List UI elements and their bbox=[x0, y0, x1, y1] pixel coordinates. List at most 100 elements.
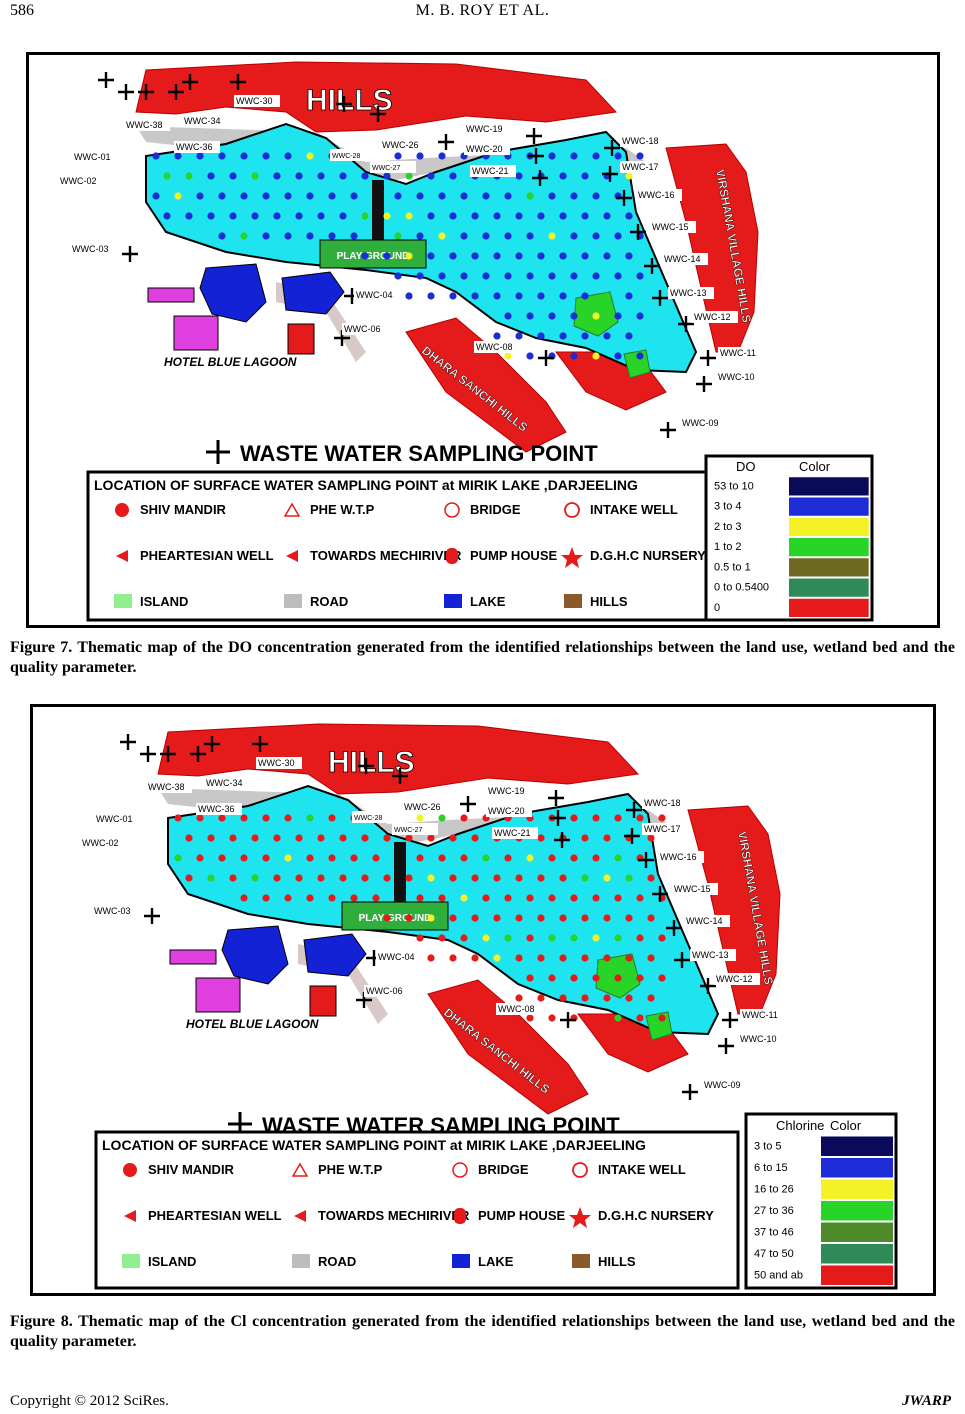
scale-range-label: 0 bbox=[714, 602, 720, 614]
sampling-label-bg bbox=[492, 827, 538, 839]
concentration-dot bbox=[625, 332, 633, 340]
concentration-dot bbox=[383, 834, 391, 842]
concentration-dot bbox=[625, 994, 633, 1002]
sampling-point-label: WWC-27 bbox=[372, 165, 400, 172]
concentration-dot bbox=[559, 954, 567, 962]
legend-item-label: INTAKE WELL bbox=[598, 1162, 686, 1177]
concentration-dot bbox=[581, 874, 589, 882]
scale-range-label: 16 to 26 bbox=[754, 1183, 794, 1195]
sampling-label-bg bbox=[402, 801, 448, 813]
concentration-dot bbox=[328, 814, 336, 822]
concentration-dot bbox=[614, 974, 622, 982]
scale-color-swatch bbox=[789, 517, 869, 536]
concentration-dot bbox=[636, 312, 644, 320]
concentration-dot bbox=[570, 312, 578, 320]
sampling-point-marker bbox=[120, 734, 136, 750]
legend-item-label: ISLAND bbox=[148, 1254, 196, 1269]
legend-item-label: PUMP HOUSE bbox=[470, 548, 557, 563]
sampling-point-marker bbox=[652, 886, 668, 902]
concentration-dot bbox=[636, 272, 644, 280]
concentration-dot bbox=[581, 994, 589, 1002]
concentration-dot bbox=[493, 954, 501, 962]
concentration-dot bbox=[427, 914, 435, 922]
concentration-dot bbox=[515, 332, 523, 340]
concentration-dot bbox=[427, 172, 435, 180]
concentration-dot bbox=[361, 212, 369, 220]
figure-8-map: PLAY GROUND HOTEL BLUE LAGOON HILLS DHARA S… bbox=[30, 704, 936, 1296]
sampling-label-bg bbox=[70, 243, 116, 255]
concentration-dot bbox=[625, 172, 633, 180]
figure-7-map: PLAY GROUND HOTEL BLUE LAGOON HILLS DHARA S… bbox=[26, 52, 940, 628]
play-ground-label: PLAY GROUND bbox=[337, 251, 410, 262]
concentration-dot bbox=[295, 212, 303, 220]
concentration-dot bbox=[416, 192, 424, 200]
concentration-dot bbox=[592, 352, 600, 360]
concentration-dot bbox=[658, 974, 666, 982]
concentration-dot bbox=[471, 954, 479, 962]
legend-item-label: INTAKE WELL bbox=[590, 502, 678, 517]
hotel-annex bbox=[147, 287, 195, 303]
concentration-dot bbox=[262, 192, 270, 200]
concentration-dot bbox=[482, 272, 490, 280]
legend-symbol bbox=[452, 1254, 470, 1268]
sampling-point-label: WWC-12 bbox=[694, 312, 731, 322]
concentration-dot bbox=[537, 252, 545, 260]
sampling-point-marker bbox=[616, 190, 632, 206]
concentration-dot bbox=[581, 212, 589, 220]
concentration-dot bbox=[372, 854, 380, 862]
legend-item-label: PHE W.T.P bbox=[318, 1162, 383, 1177]
sampling-point-marker bbox=[168, 84, 184, 100]
sampling-point-label: WWC-10 bbox=[740, 1034, 777, 1044]
hills-dhara bbox=[427, 979, 589, 1115]
concentration-dot bbox=[306, 232, 314, 240]
legend-symbol bbox=[294, 1210, 306, 1222]
legend-item-label: LAKE bbox=[478, 1254, 514, 1269]
sampling-point-marker bbox=[696, 376, 712, 392]
concentration-dot bbox=[416, 894, 424, 902]
sampling-point-marker bbox=[604, 140, 620, 156]
scale-header-color: Color bbox=[799, 459, 831, 474]
concentration-dot bbox=[581, 332, 589, 340]
figure-7-caption: Figure 7. Thematic map of the DO concent… bbox=[10, 639, 955, 676]
concentration-dot bbox=[570, 272, 578, 280]
sampling-label-bg bbox=[690, 949, 736, 961]
sampling-label-bg bbox=[94, 813, 140, 825]
sampling-label-bg bbox=[662, 253, 708, 265]
sampling-point-label: WWC-08 bbox=[498, 1004, 535, 1014]
concentration-dot bbox=[526, 1014, 534, 1022]
scale-color-swatch bbox=[789, 538, 869, 557]
lake-inlet-east bbox=[281, 271, 345, 315]
sampling-label-bg bbox=[668, 287, 714, 299]
concentration-dot bbox=[625, 292, 633, 300]
legend-symbol bbox=[572, 1162, 588, 1178]
concentration-dot bbox=[405, 834, 413, 842]
concentration-dot bbox=[592, 974, 600, 982]
concentration-dot bbox=[559, 874, 567, 882]
sampling-point-label: WWC-12 bbox=[716, 974, 753, 984]
concentration-dot bbox=[339, 212, 347, 220]
scale-range-label: 2 to 3 bbox=[714, 521, 742, 533]
concentration-dot bbox=[427, 212, 435, 220]
sampling-point-label: WWC-18 bbox=[644, 798, 681, 808]
sampling-point-label: WWC-11 bbox=[742, 1010, 778, 1020]
sampling-label-bg bbox=[72, 151, 118, 163]
concentration-dot bbox=[218, 192, 226, 200]
concentration-dot bbox=[493, 292, 501, 300]
concentration-dot bbox=[625, 212, 633, 220]
concentration-dot bbox=[328, 854, 336, 862]
concentration-dot bbox=[504, 934, 512, 942]
concentration-dot bbox=[218, 814, 226, 822]
concentration-dot bbox=[526, 974, 534, 982]
sampling-point-label: WWC-28 bbox=[332, 153, 360, 160]
legend-symbol bbox=[564, 594, 582, 608]
concentration-dot bbox=[163, 212, 171, 220]
scale-range-label: 3 to 4 bbox=[714, 501, 742, 513]
concentration-dot bbox=[449, 834, 457, 842]
legend-symbol bbox=[283, 502, 301, 517]
sampling-point-marker bbox=[160, 746, 176, 762]
concentration-dot bbox=[493, 332, 501, 340]
concentration-dot bbox=[526, 894, 534, 902]
concentration-dot bbox=[581, 252, 589, 260]
sampling-label-bg bbox=[58, 175, 104, 187]
concentration-dot bbox=[603, 252, 611, 260]
